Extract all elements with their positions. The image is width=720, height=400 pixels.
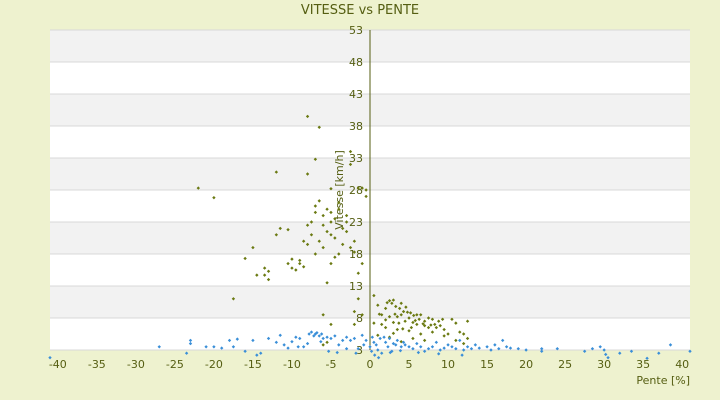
x-axis-title: Pente [%]	[636, 374, 690, 387]
data-point	[340, 242, 345, 247]
data-point	[313, 210, 318, 215]
data-point	[344, 220, 349, 224]
y-tick-label: 43	[349, 88, 363, 101]
x-tick-label: 5	[406, 358, 413, 371]
x-tick-label: 20	[519, 358, 533, 371]
data-point	[340, 226, 345, 231]
data-point	[460, 353, 464, 357]
data-point	[590, 347, 595, 351]
data-point	[582, 349, 587, 353]
y-tick-label: 48	[349, 56, 363, 69]
x-tick-label: 25	[558, 358, 572, 371]
data-point	[348, 245, 353, 250]
x-tick-label: -10	[283, 358, 301, 371]
x-tick-labels: -40 -35 -30 -25 -20 -15 -10 -5 0 5 10 15 20 25 30 35 40	[49, 358, 689, 371]
y-axis-title: Vitesse [km/h]	[333, 150, 346, 230]
data-point	[317, 239, 321, 243]
data-point	[416, 350, 421, 355]
data-point	[204, 345, 208, 349]
data-point	[231, 345, 236, 349]
y-tick-label: 53	[349, 24, 363, 37]
data-point	[188, 338, 193, 343]
data-point	[555, 347, 560, 351]
data-point	[259, 351, 263, 355]
data-point	[604, 352, 608, 357]
data-point	[286, 227, 290, 232]
data-point	[602, 348, 606, 352]
y-tick-label: 3	[356, 344, 363, 357]
y-tick-label: 13	[349, 280, 363, 293]
data-point	[348, 149, 353, 154]
data-point	[184, 351, 189, 355]
data-point	[188, 341, 193, 346]
y-tick-label: 8	[356, 312, 363, 325]
data-point	[313, 204, 318, 208]
data-point	[335, 350, 339, 355]
data-point	[251, 245, 255, 250]
data-point	[243, 256, 247, 261]
data-point	[317, 199, 321, 203]
data-point	[157, 345, 161, 349]
data-point	[313, 252, 318, 256]
data-point	[436, 352, 441, 356]
data-point	[212, 195, 216, 200]
x-tick-label: 15	[480, 358, 494, 371]
data-point	[231, 297, 236, 301]
data-point	[376, 355, 381, 360]
x-tick-label: -30	[127, 358, 145, 371]
data-point	[668, 343, 673, 347]
data-point	[227, 338, 232, 343]
x-tick-label: -20	[205, 358, 223, 371]
x-tick-label: 0	[367, 358, 374, 371]
data-point	[645, 356, 649, 361]
data-point	[540, 349, 544, 353]
data-point	[212, 345, 216, 349]
data-point	[196, 186, 200, 190]
data-point	[278, 226, 282, 231]
x-tick-label: 10	[441, 358, 455, 371]
data-point	[220, 346, 224, 350]
data-point	[309, 220, 314, 224]
data-point	[618, 351, 622, 355]
y-tick-label: 18	[349, 248, 363, 261]
chart-title: VITESSE vs PENTE	[301, 3, 419, 18]
y-tick-label: 38	[349, 120, 363, 133]
data-point	[657, 351, 661, 355]
data-point	[255, 353, 259, 357]
data-point	[313, 157, 318, 161]
data-point	[243, 349, 247, 353]
data-point	[48, 355, 52, 360]
y-tick-label: 28	[349, 184, 363, 197]
data-point	[380, 351, 384, 355]
x-tick-label: -5	[325, 358, 336, 371]
x-tick-label: 35	[636, 358, 650, 371]
data-point	[348, 162, 353, 167]
data-point	[540, 347, 544, 351]
data-point	[344, 229, 349, 234]
data-point	[344, 213, 349, 218]
data-point	[309, 233, 314, 237]
data-point	[317, 125, 321, 129]
x-tick-label: 40	[675, 358, 689, 371]
data-point	[629, 349, 634, 353]
x-tick-label: -25	[166, 358, 184, 371]
y-tick-label: 33	[349, 152, 363, 165]
x-tick-label: -15	[244, 358, 262, 371]
data-point	[688, 349, 692, 353]
y-tick-label: 23	[349, 216, 363, 229]
x-tick-label: -40	[49, 358, 67, 371]
x-tick-label: 30	[597, 358, 611, 371]
x-tick-label: -35	[88, 358, 106, 371]
data-point	[235, 337, 240, 341]
data-point	[372, 353, 377, 357]
